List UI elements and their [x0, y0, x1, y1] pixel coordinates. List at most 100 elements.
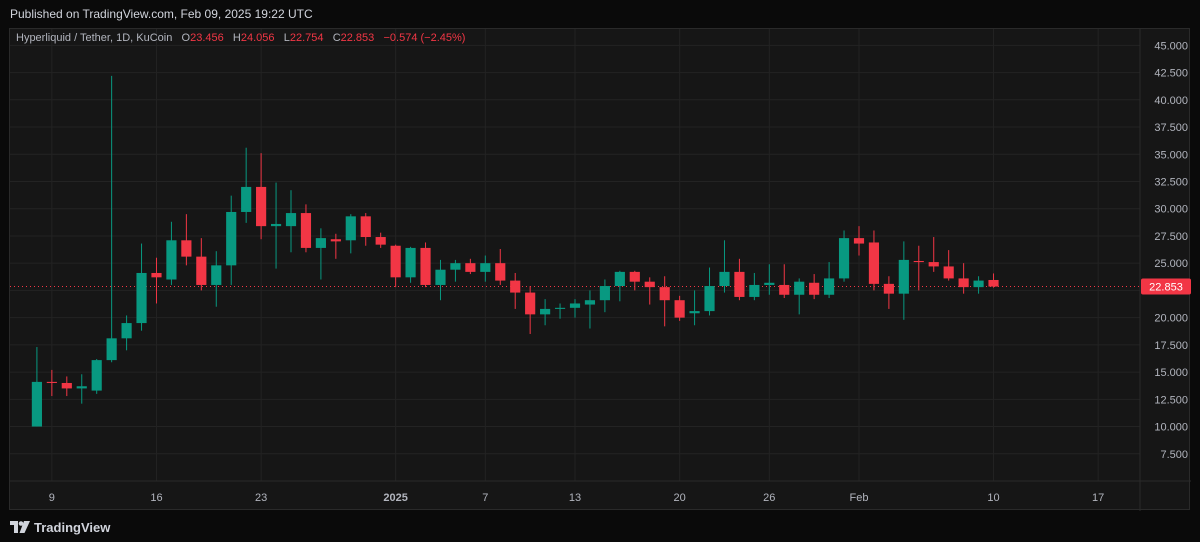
candle-down: [301, 213, 311, 248]
candle-down: [779, 285, 789, 295]
candle-down: [495, 263, 505, 280]
y-tick-label: 10.000: [1154, 422, 1188, 434]
footer: TradingView: [0, 512, 1200, 542]
candle-up: [346, 216, 356, 240]
candle-up: [166, 240, 176, 279]
x-tick-label: 17: [1092, 492, 1104, 504]
candle-up: [704, 286, 714, 311]
chart-frame[interactable]: 45.000 42.500 40.000 37.500 35.000 32.500 30.0…: [9, 28, 1190, 510]
candle-down: [391, 246, 401, 278]
candle-down: [331, 239, 341, 241]
candle-up: [271, 224, 281, 226]
candle-down: [256, 187, 266, 226]
legend-open-label: O: [182, 32, 191, 44]
y-tick-label: 27.500: [1154, 231, 1188, 243]
candle-up: [435, 270, 445, 285]
tradingview-logo-icon: [10, 521, 30, 533]
y-tick-label: 17.500: [1154, 340, 1188, 352]
y-tick-label: 42.500: [1154, 68, 1188, 80]
candle-down: [809, 283, 819, 295]
y-tick-label: 25.000: [1154, 258, 1188, 270]
legend-high-label: H: [233, 32, 241, 44]
y-tick-label: 37.500: [1154, 122, 1188, 134]
candle-up: [839, 238, 849, 278]
candle-up: [540, 309, 550, 314]
x-tick-label: 13: [569, 492, 581, 504]
candle-up: [406, 248, 416, 277]
candle-up: [689, 311, 699, 313]
candle-up: [241, 187, 251, 212]
candle-down: [914, 261, 924, 262]
x-tick-label: 16: [150, 492, 162, 504]
candle-up: [570, 303, 580, 307]
published-header: Published on TradingView.com, Feb 09, 20…: [0, 0, 1200, 28]
candle-down: [988, 280, 998, 287]
candle-down: [376, 237, 386, 245]
candle-down: [47, 382, 57, 383]
candle-down: [645, 282, 655, 287]
candle-down: [944, 266, 954, 278]
candle-up: [764, 283, 774, 285]
y-tick-label: 32.500: [1154, 176, 1188, 188]
x-tick-label: 9: [49, 492, 55, 504]
candle-down: [869, 242, 879, 283]
x-tick-label: 7: [482, 492, 488, 504]
y-tick-label: 12.500: [1154, 394, 1188, 406]
tradingview-brand: TradingView: [34, 520, 110, 535]
y-tick-label: 20.000: [1154, 313, 1188, 325]
candle-down: [420, 248, 430, 285]
candle-up: [136, 273, 146, 323]
price-chart[interactable]: 45.000 42.500 40.000 37.500 35.000 32.500 30.0…: [10, 29, 1191, 511]
candle-up: [226, 212, 236, 265]
candle-up: [286, 213, 296, 226]
symbol-legend: Hyperliquid / Tether, 1D, KuCoin O23.456…: [16, 32, 465, 44]
y-tick-label: 15.000: [1154, 367, 1188, 379]
candle-down: [151, 273, 161, 277]
x-tick-label: 2025: [383, 492, 407, 504]
candle-down: [854, 238, 864, 243]
candle-up: [77, 386, 87, 388]
candle-up: [585, 300, 595, 304]
candle-down: [959, 278, 969, 287]
candle-down: [884, 284, 894, 294]
legend-open-value: 23.456: [190, 32, 224, 44]
x-tick-label: 23: [255, 492, 267, 504]
y-tick-label: 30.000: [1154, 204, 1188, 216]
legend-close-value: 22.853: [341, 32, 375, 44]
candle-down: [361, 216, 371, 237]
candle-up: [719, 272, 729, 286]
x-tick-label: 10: [987, 492, 999, 504]
last-price-tag-label: 22.853: [1149, 282, 1183, 294]
candle-up: [316, 238, 326, 248]
candle-down: [660, 287, 670, 300]
candle-up: [794, 282, 804, 295]
tradingview-logo[interactable]: TradingView: [10, 518, 110, 536]
y-tick-label: 45.000: [1154, 40, 1188, 52]
y-tick-label: 35.000: [1154, 149, 1188, 161]
candle-down: [734, 272, 744, 297]
published-text: Published on TradingView.com, Feb 09, 20…: [10, 7, 313, 21]
candle-down: [465, 263, 475, 272]
candle-down: [62, 383, 72, 388]
legend-symbol: Hyperliquid / Tether, 1D, KuCoin: [16, 32, 172, 44]
y-tick-label: 40.000: [1154, 95, 1188, 107]
candle-down: [196, 257, 206, 285]
candle-down: [630, 272, 640, 282]
candle-up: [450, 263, 460, 270]
candle-down: [181, 240, 191, 256]
candle-up: [92, 360, 102, 390]
x-tick-label: 20: [674, 492, 686, 504]
candle-up: [600, 286, 610, 300]
candle-up: [899, 260, 909, 294]
candle-down: [929, 262, 939, 266]
x-tick-label: Feb: [850, 492, 869, 504]
legend-close-label: C: [333, 32, 341, 44]
legend-change: −0.574 (−2.45%): [383, 32, 465, 44]
candle-up: [824, 278, 834, 294]
candle-up: [973, 281, 983, 288]
candle-up: [32, 382, 42, 427]
candle-up: [107, 338, 117, 360]
candle-down: [525, 293, 535, 315]
candle-down: [510, 281, 520, 293]
candle-up: [122, 323, 132, 338]
